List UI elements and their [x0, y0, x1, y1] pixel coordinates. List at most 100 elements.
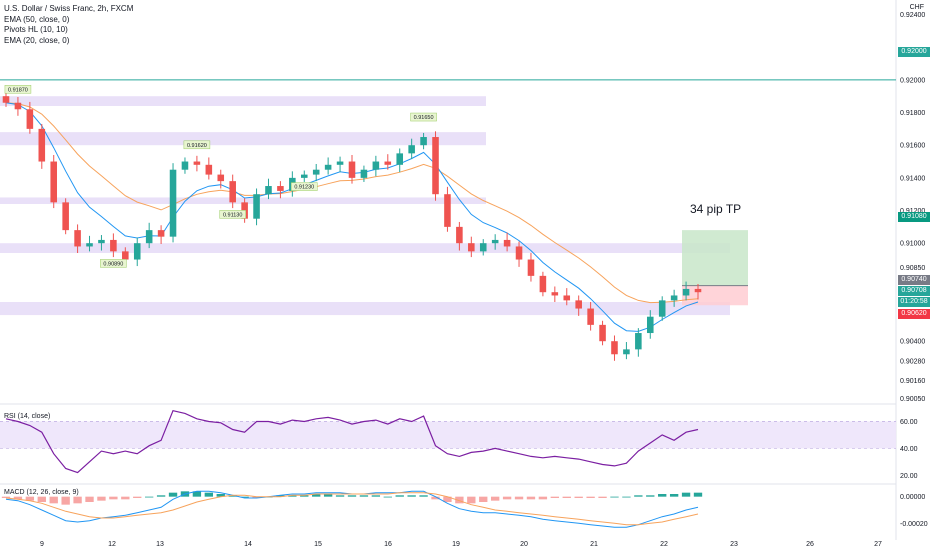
- macd-histogram-bar: [240, 496, 249, 498]
- candle-body: [563, 295, 571, 301]
- time-tick-label: 14: [244, 541, 252, 548]
- macd-histogram-bar: [431, 496, 440, 500]
- macd-histogram-bar: [335, 495, 345, 497]
- macd-histogram-bar: [121, 496, 130, 500]
- candle-body: [336, 161, 344, 165]
- macd-signal-line: [5, 492, 699, 526]
- pivot-label-box: [410, 112, 437, 122]
- macd-histogram-bar: [574, 496, 583, 498]
- price-tick-label: 0.92000: [900, 77, 925, 84]
- ema20-legend[interactable]: EMA (20, close, 0): [4, 35, 70, 45]
- time-tick-label: 13: [156, 541, 164, 548]
- pivot-label-box: [291, 182, 318, 191]
- pivot-label: 0.90890: [103, 261, 123, 267]
- macd-histogram-bar: [407, 495, 416, 497]
- rsi-tick-label: 40.00: [900, 446, 918, 453]
- macd-histogram-bar: [562, 496, 571, 498]
- macd-histogram-bar: [156, 495, 166, 497]
- macd-histogram-bar: [85, 496, 94, 502]
- candle-body: [658, 300, 666, 317]
- macd-histogram-bar: [61, 496, 70, 505]
- macd-histogram-bar: [658, 494, 667, 497]
- candle-body: [646, 316, 654, 334]
- symbol-title: U.S. Dollar / Swiss Franc, 2h, FXCM: [4, 4, 134, 13]
- macd-histogram-bar: [526, 496, 536, 500]
- time-tick-label: 12: [108, 541, 116, 548]
- candle-body: [384, 161, 392, 165]
- price-tick-label: 0.91000: [900, 241, 925, 248]
- candle-body: [133, 243, 141, 260]
- pivots-legend[interactable]: Pivots HL (10, 10): [4, 25, 68, 34]
- candle-body: [217, 174, 225, 182]
- candle-body: [479, 243, 487, 252]
- price-tick-label: 0.91600: [900, 143, 925, 150]
- macd-histogram-bar: [610, 496, 619, 498]
- candle-body: [515, 246, 523, 260]
- macd-histogram-bar: [288, 495, 297, 497]
- candle-body: [623, 349, 630, 355]
- price-tick-label: 0.90850: [900, 265, 925, 272]
- macd-histogram-bar: [395, 495, 404, 497]
- macd-histogram-bar: [192, 491, 202, 497]
- macd-histogram-bar: [347, 495, 357, 497]
- price-tag-last: 0.90708: [898, 286, 930, 296]
- take-profit-zone: [682, 230, 748, 286]
- macd-histogram-bar: [252, 496, 261, 498]
- candle-body: [2, 96, 10, 103]
- candle-body: [575, 300, 582, 309]
- candle-body: [372, 161, 380, 170]
- macd-histogram-bar: [467, 496, 476, 504]
- macd-histogram-bar: [419, 495, 428, 497]
- macd-histogram-bar: [586, 496, 595, 498]
- macd-histogram-bar: [359, 495, 369, 497]
- candle-body: [527, 259, 535, 276]
- macd-histogram-bar: [97, 496, 106, 501]
- candle-body: [444, 194, 451, 227]
- candle-body: [277, 186, 284, 191]
- macd-histogram-bar: [216, 494, 225, 497]
- macd-histogram-bar: [490, 496, 500, 501]
- macd-histogram-bar: [598, 496, 607, 498]
- macd-histogram-bar: [1, 496, 11, 498]
- sr-zone: [0, 96, 486, 106]
- macd-histogram-bar: [204, 492, 214, 497]
- macd-histogram-bar: [646, 495, 655, 497]
- candle-body: [193, 161, 201, 165]
- time-tick-label: 19: [452, 541, 460, 548]
- macd-histogram-bar: [371, 495, 381, 497]
- macd-histogram-bar: [228, 495, 237, 497]
- price-tick-label: 0.90280: [900, 358, 925, 365]
- macd-histogram-bar: [13, 496, 23, 500]
- macd-histogram-bar: [538, 496, 548, 500]
- sr-zone: [0, 243, 730, 253]
- ema50-legend[interactable]: EMA (50, close, 0): [4, 14, 70, 24]
- candle-body: [599, 324, 606, 342]
- price-tag-target: 0.91080: [898, 212, 930, 222]
- candle-body: [98, 239, 105, 244]
- price-tick-label: 0.91800: [900, 110, 925, 117]
- price-tick-label: 0.90050: [900, 396, 925, 403]
- chart-legend: U.S. Dollar / Swiss Franc, 2h, FXCM EMA …: [4, 4, 133, 46]
- time-tick-label: 27: [874, 541, 882, 548]
- pivot-label: 0.91870: [8, 87, 28, 93]
- candle-body: [539, 275, 547, 293]
- stop-loss-zone: [682, 285, 748, 306]
- time-tick-label: 16: [384, 541, 392, 548]
- candle-body: [145, 230, 153, 244]
- macd-tick-label: 0.00000: [900, 494, 925, 501]
- sr-zone: [0, 132, 486, 146]
- macd-histogram-bar: [312, 494, 321, 497]
- candle-body: [26, 109, 34, 129]
- tp-annotation: 34 pip TP: [690, 202, 742, 216]
- candle-body: [74, 230, 81, 247]
- macd-tick-label: -0.00020: [900, 521, 928, 528]
- candle-body: [360, 169, 368, 178]
- macd-histogram-bar: [133, 496, 142, 498]
- macd-label[interactable]: MACD (12, 26, close, 9): [4, 489, 79, 496]
- macd-histogram-bar: [25, 496, 35, 501]
- rsi-tick-label: 60.00: [900, 419, 918, 426]
- price-tick-label: 0.92400: [900, 12, 925, 19]
- price-tag-entry: 0.90740: [898, 275, 930, 285]
- rsi-label[interactable]: RSI (14, close): [4, 413, 51, 420]
